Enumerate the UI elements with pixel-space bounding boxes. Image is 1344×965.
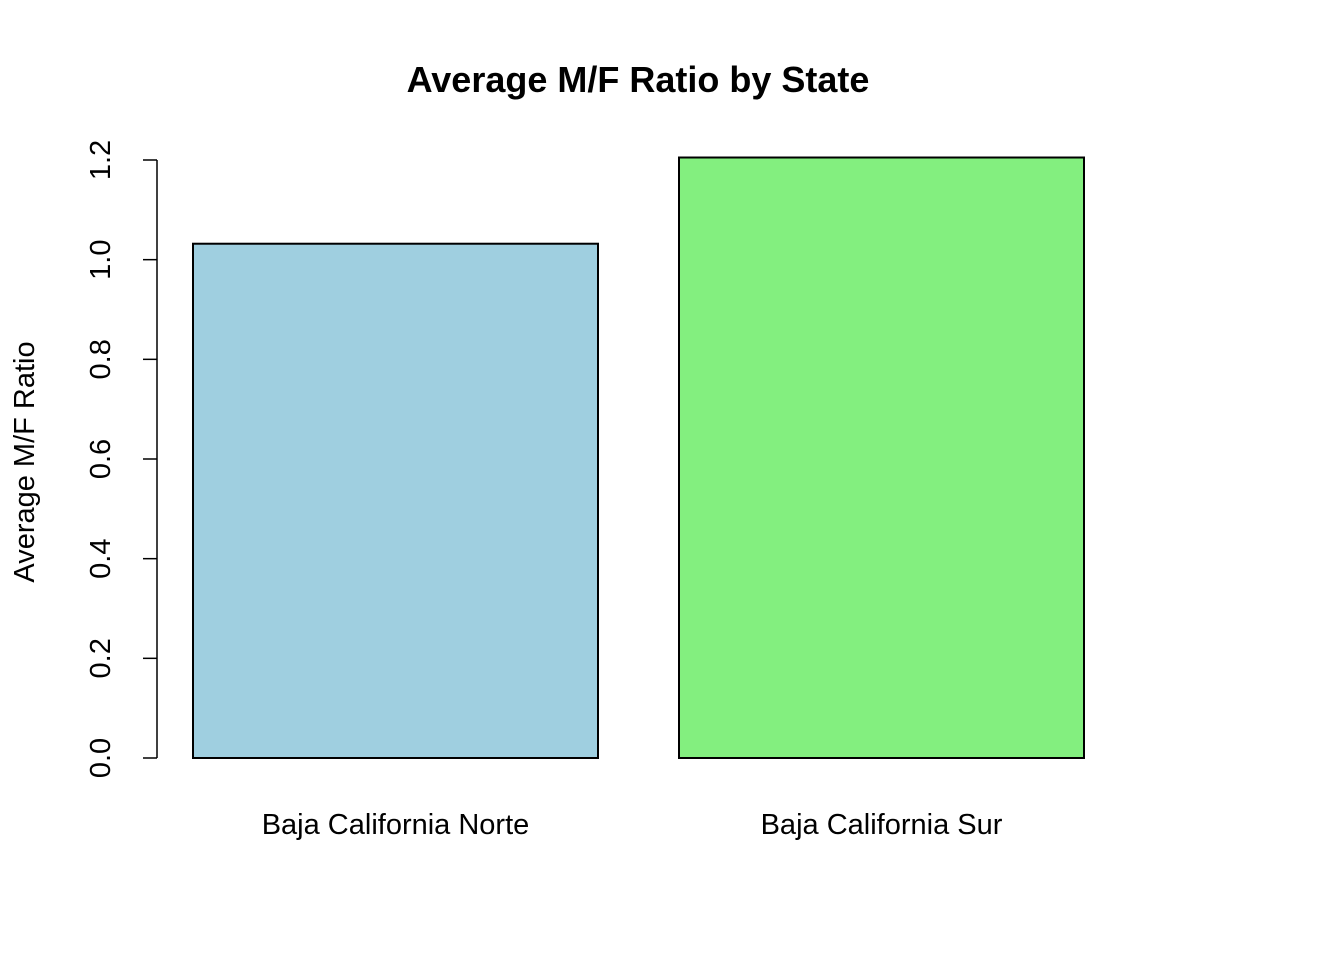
bar [678,156,1085,759]
y-tick-label: 0.4 [85,539,117,579]
y-tick-label: 1.2 [85,140,117,180]
y-tick-label: 0.6 [85,439,117,479]
y-tick-label: 1.0 [85,240,117,280]
y-tick-label: 0.8 [85,339,117,379]
x-category-label: Baja California Norte [262,809,530,841]
chart-title: Average M/F Ratio by State [407,59,870,100]
category-labels: Baja California Norte Baja California Sur [262,809,1003,841]
y-tick-label: 0.2 [85,638,117,678]
y-axis-ticks: 0.0 0.2 0.4 0.6 0.8 1.0 1.2 [85,140,157,778]
y-tick-label: 0.0 [85,738,117,778]
bar [192,242,599,760]
bars-group [192,156,1085,760]
y-axis-label: Average M/F Ratio [9,341,41,582]
x-category-label: Baja California Sur [761,809,1003,841]
